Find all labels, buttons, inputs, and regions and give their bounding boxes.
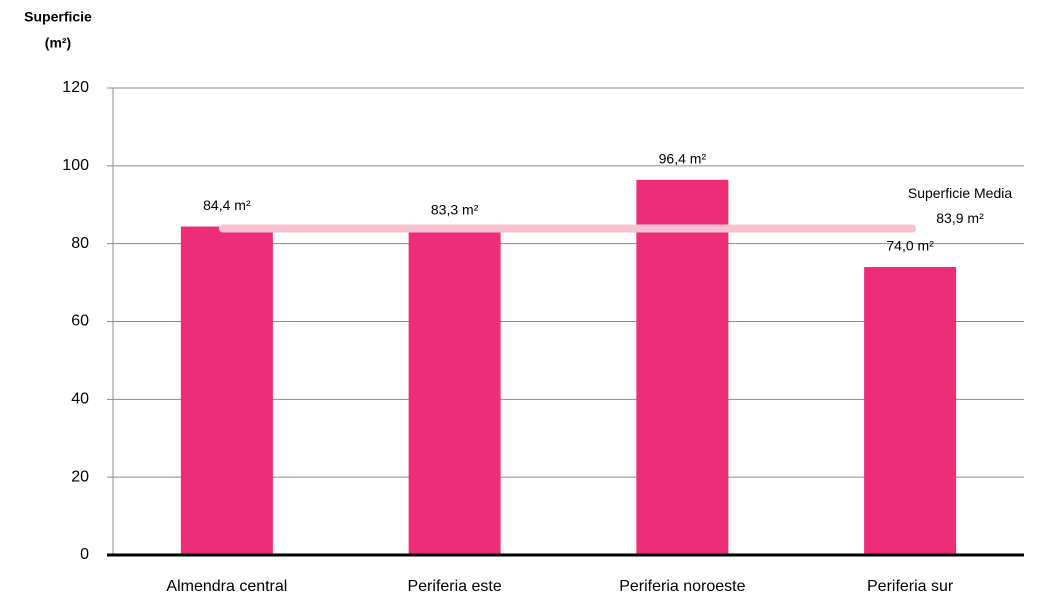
reference-value-label: 83,9 m² [936, 210, 984, 226]
x-tick-label: Periferia este [407, 578, 501, 595]
bar [864, 267, 957, 555]
y-tick-label: 20 [71, 468, 89, 485]
y-tick-label: 100 [62, 157, 89, 174]
value-label: 96,4 m² [659, 151, 707, 167]
y-tick-label: 60 [71, 313, 89, 330]
y-tick-label: 40 [71, 391, 89, 408]
bar [408, 230, 501, 556]
x-tick-label: Periferia sur [867, 578, 954, 595]
y-tick-label: 80 [71, 235, 89, 252]
y-axis-title: Superficie [24, 9, 92, 25]
y-tick-label: 0 [80, 546, 89, 563]
y-axis-title: (m²) [45, 35, 71, 51]
value-label: 83,3 m² [431, 202, 479, 218]
x-tick-label: Periferia noroeste [619, 578, 745, 595]
bar [180, 226, 273, 555]
reference-label: Superficie Media [908, 185, 1012, 201]
value-label: 84,4 m² [203, 197, 251, 213]
y-tick-label: 120 [62, 79, 89, 96]
value-label: 74,0 m² [886, 238, 934, 254]
bar [636, 179, 729, 556]
x-tick-label: Almendra central [166, 578, 287, 595]
